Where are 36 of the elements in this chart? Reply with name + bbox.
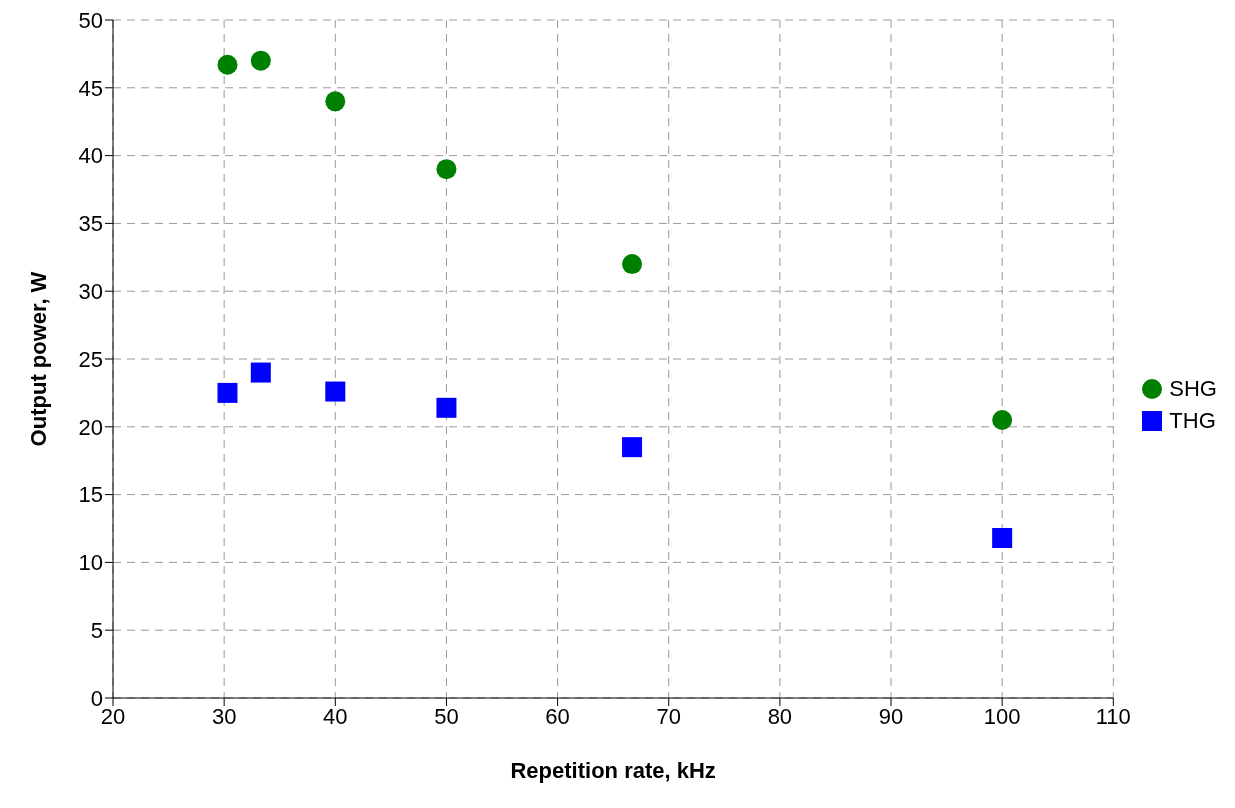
point (250, 362, 271, 383)
x-axis-title: Repetition rate, kHz (510, 758, 716, 783)
y-tick-label: 50 (78, 7, 103, 33)
y-tick-label: 20 (78, 414, 103, 440)
x-tick-label: 90 (878, 703, 904, 729)
y-tick-label: 30 (78, 279, 103, 305)
point (992, 527, 1013, 548)
point (217, 382, 238, 403)
point (622, 437, 643, 458)
point (992, 410, 1013, 431)
point (217, 54, 238, 75)
x-tick-label: 30 (211, 703, 237, 729)
point (250, 50, 271, 71)
y-tick-label: 45 (78, 75, 103, 101)
y-tick-label: 5 (90, 618, 103, 644)
point (622, 254, 643, 275)
legend-label: THG (1169, 408, 1216, 434)
y-tick-label: 10 (78, 550, 103, 576)
y-tick-label: 15 (78, 482, 103, 508)
x-tick-label: 100 (983, 703, 1021, 729)
x-tick-label: 110 (1095, 703, 1131, 729)
x-tick-label: 40 (323, 703, 348, 729)
x-tick-label: 80 (767, 703, 793, 729)
y-tick-label: 35 (78, 211, 103, 237)
y-tick-label: 40 (78, 143, 103, 169)
point (436, 397, 457, 418)
x-tick-label: 50 (434, 703, 459, 729)
y-tick-label: 25 (78, 346, 103, 372)
x-tick-label: 70 (656, 703, 681, 729)
x-tick-label: 60 (545, 703, 570, 729)
point (436, 159, 457, 180)
point (325, 381, 346, 402)
legend-label: SHG (1169, 376, 1217, 402)
y-axis-title: Output power, W (25, 271, 51, 447)
point (325, 91, 346, 112)
y-tick-label: 0 (90, 685, 103, 711)
